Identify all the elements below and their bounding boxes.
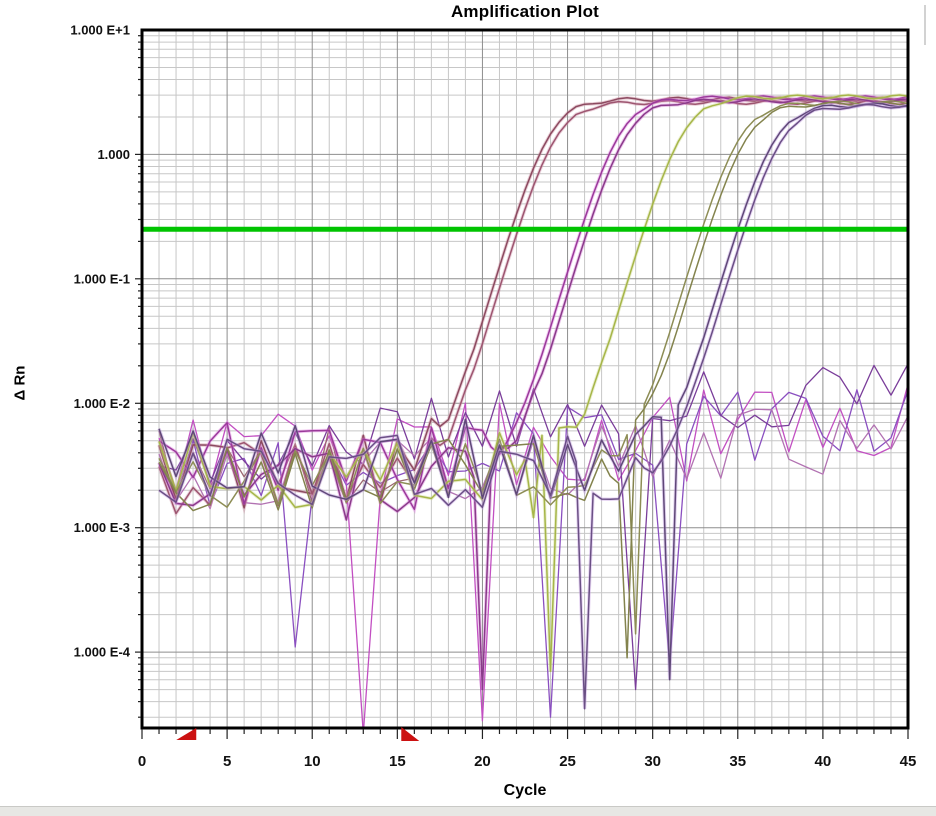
axis-ticks [135, 35, 909, 739]
x-tick-label: 25 [559, 753, 576, 770]
y-tick-label: 1.000 E-3 [74, 520, 130, 535]
y-tick-label: 1.000 E-1 [74, 271, 130, 286]
screen-edge-artifact [924, 5, 926, 45]
y-tick-label: 1.000 E-2 [74, 396, 130, 411]
x-tick-label: 40 [815, 753, 832, 770]
x-tick-label: 10 [304, 753, 321, 770]
x-tick-label: 20 [474, 753, 491, 770]
x-tick-label: 35 [729, 753, 746, 770]
plot-title: Amplification Plot [450, 2, 600, 21]
amp-curve-3[interactable] [158, 95, 908, 511]
noise-trace-1[interactable] [158, 384, 908, 734]
x-tick-label: 15 [389, 753, 406, 770]
y-tick-label: 1.000 E-4 [74, 645, 131, 660]
x-tick-label: 30 [644, 753, 661, 770]
y-tick-label: 1.000 [97, 147, 130, 162]
amp-curve-4[interactable] [158, 98, 908, 691]
amp-curve-9[interactable] [158, 103, 908, 710]
x-tick-label: 5 [223, 753, 231, 770]
noise-trace-4[interactable] [158, 408, 908, 510]
amp-curve-8[interactable] [158, 102, 908, 681]
grid [142, 30, 908, 728]
window-bottom-strip [0, 806, 936, 816]
x-tick-label: 0 [138, 753, 146, 770]
plot-frame [140, 28, 910, 730]
amp-curve-7[interactable] [158, 101, 908, 659]
y-tick-label: 1.000 E+1 [70, 23, 130, 38]
noise-trace-3[interactable] [158, 364, 908, 691]
series-curves [157, 93, 908, 734]
baseline-stop-flag[interactable] [401, 727, 420, 741]
amplification-plot-chart[interactable]: 1.000 E+1 1.000 1.000 E-1 1.000 E-2 1.000 E-… [0, 0, 936, 780]
baseline-start-flag[interactable] [176, 728, 197, 740]
x-tick-label: 45 [900, 753, 917, 770]
noise-trace-2[interactable] [158, 389, 908, 718]
x-axis-label: Cycle [503, 782, 547, 799]
